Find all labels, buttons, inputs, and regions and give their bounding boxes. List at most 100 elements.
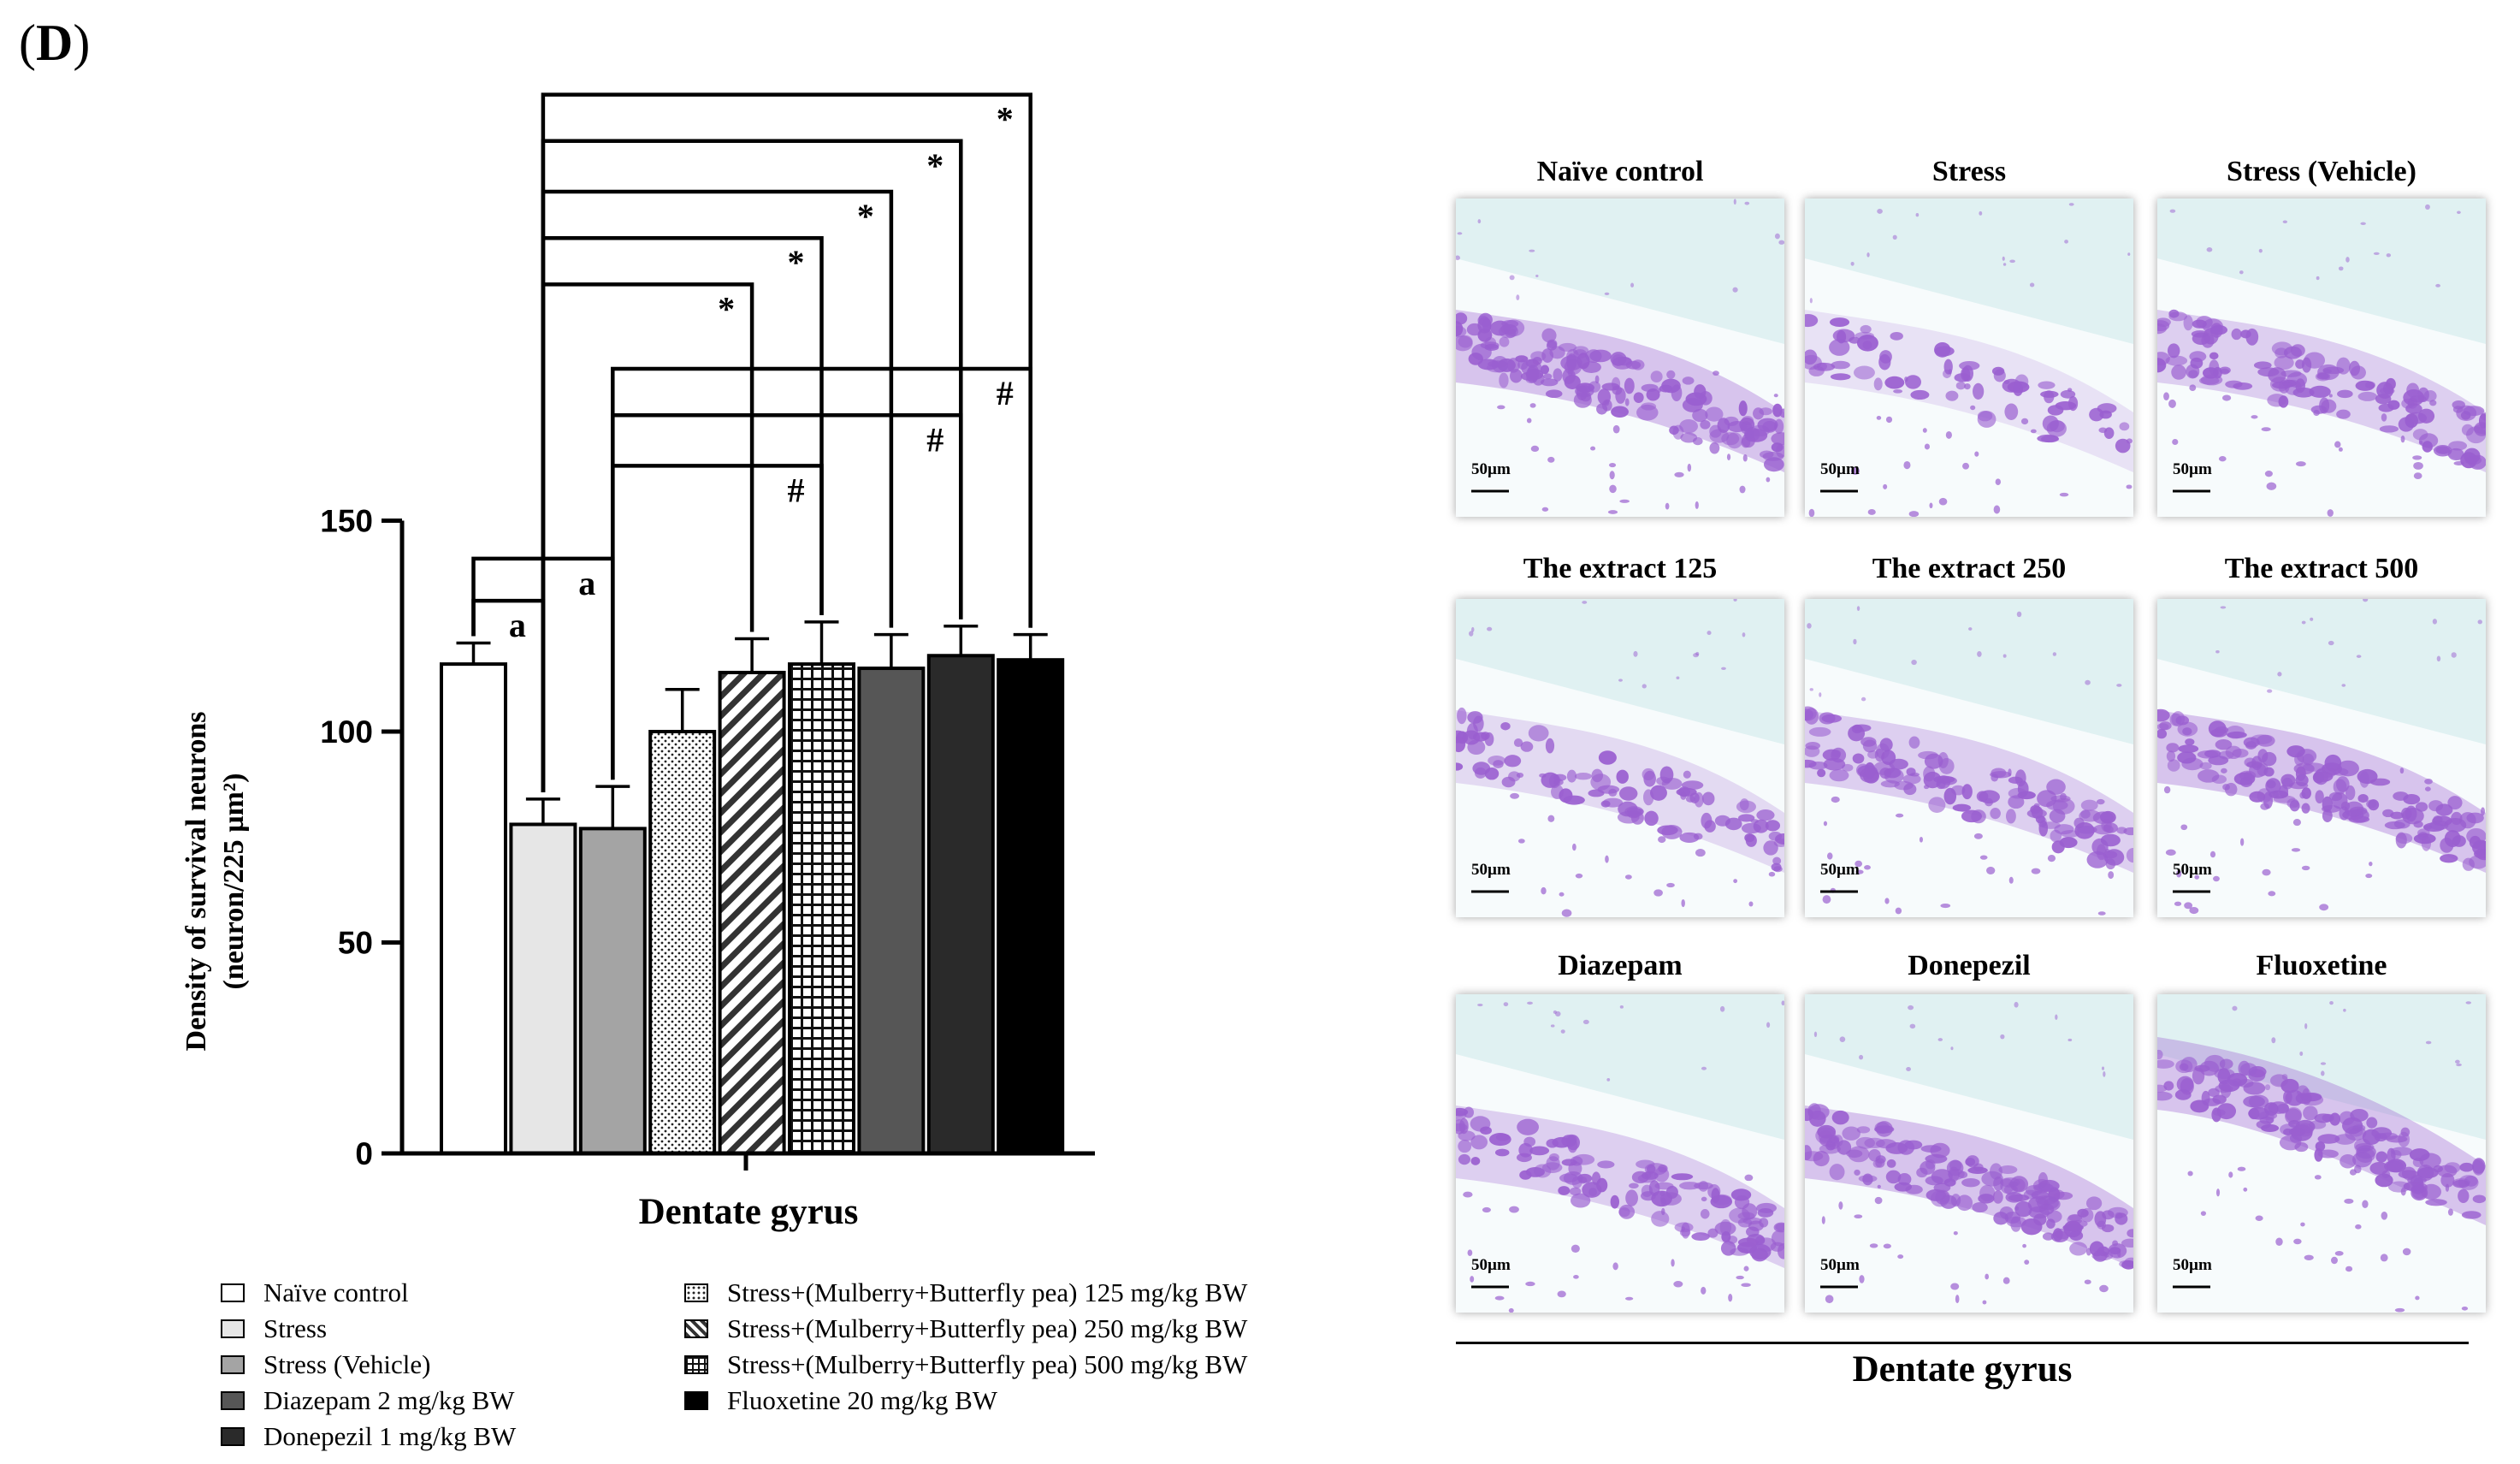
significance-label: # xyxy=(926,420,944,459)
x-axis-label: Dentate gyrus xyxy=(639,1192,859,1232)
bar xyxy=(648,730,717,1155)
bar xyxy=(440,662,507,1155)
significance-label: a xyxy=(578,564,595,602)
axes: 0 50 100 150 xyxy=(320,504,1095,1171)
legend-label: Stress+(Mulberry+Butterfly pea) 125 mg/k… xyxy=(727,1277,1248,1307)
y-axis-label-line1: Density of survival neurons xyxy=(180,711,212,1051)
micrograph-drawing xyxy=(1456,994,1784,1313)
significance-label: * xyxy=(997,100,1014,139)
micrograph-title: The extract 250 xyxy=(1872,553,2067,584)
micrograph-image: 50µm xyxy=(2157,199,2486,517)
legend-item: Naïve control xyxy=(221,1275,516,1311)
panel-letter: D xyxy=(35,15,74,71)
legend-swatch xyxy=(684,1319,708,1338)
micrograph-image: 50µm xyxy=(1456,199,1784,517)
y-tick-label: 0 xyxy=(355,1136,373,1171)
bar-chart: a a # # # * * * * * 0 50 100 150 Dentate gyrus Densi… xyxy=(180,92,1095,1232)
micrograph-panel: Naïve control 50µm Stress 50µm Stress (Vehic… xyxy=(1446,137,2520,1420)
micrograph-drawing xyxy=(1456,599,1784,917)
bar xyxy=(997,658,1065,1155)
legend-label: Diazepam 2 mg/kg BW xyxy=(263,1385,515,1415)
legend-swatch xyxy=(221,1319,245,1338)
micrograph-image: 50µm xyxy=(1805,994,2133,1313)
legend-label: Naïve control xyxy=(263,1277,409,1307)
significance-label: # xyxy=(997,374,1014,412)
y-axis-label-line2: (neuron/225 µm²) xyxy=(218,773,250,990)
y-tick-label: 100 xyxy=(320,714,373,750)
scale-bar-label: 50µm xyxy=(1471,460,1511,478)
panel-label: (D) xyxy=(19,15,91,71)
legend-item: Stress+(Mulberry+Butterfly pea) 250 mg/k… xyxy=(684,1311,1247,1347)
legend-item: Stress (Vehicle) xyxy=(221,1347,516,1383)
y-tick-label: 150 xyxy=(320,504,373,539)
legend-item: Fluoxetine 20 mg/kg BW xyxy=(684,1383,1247,1419)
legend-left: Naïve control Stress Stress (Vehicle) Diaze… xyxy=(221,1275,516,1455)
y-axis-label: Density of survival neurons (neuron/225 … xyxy=(180,711,250,1051)
micrograph-image: 50µm xyxy=(2157,599,2486,917)
significance-label: # xyxy=(788,471,805,509)
legend-item: Stress xyxy=(221,1311,516,1347)
micrograph-title: Donepezil xyxy=(1908,950,2031,981)
legend-label: Stress xyxy=(263,1313,328,1343)
bar xyxy=(857,667,926,1155)
micrograph-title: Fluoxetine xyxy=(2256,950,2387,981)
legend-right: Stress+(Mulberry+Butterfly pea) 125 mg/k… xyxy=(684,1275,1247,1419)
micrograph-drawing xyxy=(2157,994,2486,1313)
scale-bar-label: 50µm xyxy=(2173,460,2212,478)
micrograph-title: The extract 125 xyxy=(1523,553,1718,584)
micrograph-drawing xyxy=(1456,199,1784,517)
micrograph-title: Stress (Vehicle) xyxy=(2227,156,2416,187)
scale-bar-label: 50µm xyxy=(2173,861,2212,879)
micrograph-drawing xyxy=(2157,599,2486,917)
scale-bar-label: 50µm xyxy=(1820,861,1860,879)
legend-item: Diazepam 2 mg/kg BW xyxy=(221,1383,516,1419)
legend-item: Donepezil 1 mg/kg BW xyxy=(221,1419,516,1455)
scale-bar-label: 50µm xyxy=(2173,1256,2212,1274)
legend-label: Stress+(Mulberry+Butterfly pea) 500 mg/k… xyxy=(727,1349,1248,1379)
micrograph-title: Naïve control xyxy=(1536,156,1704,187)
scale-bar-label: 50µm xyxy=(1820,460,1860,478)
micrograph-caption: Dentate gyrus xyxy=(1852,1349,2073,1390)
legend-label: Stress+(Mulberry+Butterfly pea) 250 mg/k… xyxy=(727,1313,1248,1343)
caption-rule xyxy=(1456,1342,2469,1344)
bars xyxy=(440,620,1065,1156)
scale-bar-label: 50µm xyxy=(1820,1256,1860,1274)
legend-swatch xyxy=(684,1283,708,1302)
significance-bracket xyxy=(541,92,1032,792)
legend-label: Donepezil 1 mg/kg BW xyxy=(263,1421,517,1451)
micrograph-title: The extract 500 xyxy=(2224,553,2419,584)
bar xyxy=(926,654,995,1155)
significance-label: * xyxy=(788,243,805,282)
micrograph-image: 50µm xyxy=(1456,994,1784,1313)
micrograph-drawing xyxy=(1805,199,2133,517)
micrograph-image: 50µm xyxy=(1456,599,1784,917)
micrograph-image: 50µm xyxy=(1805,599,2133,917)
micrograph-image: 50µm xyxy=(2157,994,2486,1313)
bar xyxy=(718,670,786,1155)
significance-label: * xyxy=(926,146,944,185)
significance-label: * xyxy=(857,197,874,235)
legend-swatch xyxy=(684,1355,708,1374)
legend-label: Stress (Vehicle) xyxy=(263,1349,431,1379)
legend-item: Stress+(Mulberry+Butterfly pea) 125 mg/k… xyxy=(684,1275,1247,1311)
legend-swatch xyxy=(221,1427,245,1446)
bar xyxy=(509,822,577,1156)
legend-item: Stress+(Mulberry+Butterfly pea) 500 mg/k… xyxy=(684,1347,1247,1383)
micrograph-drawing xyxy=(1805,994,2133,1313)
micrograph-title: Stress xyxy=(1931,156,2007,187)
legend-swatch xyxy=(221,1355,245,1374)
bar xyxy=(578,827,647,1155)
legend-swatch xyxy=(684,1391,708,1410)
legend-swatch xyxy=(221,1391,245,1410)
micrograph-drawing xyxy=(2157,199,2486,517)
scale-bar-label: 50µm xyxy=(1471,861,1511,879)
significance-label: a xyxy=(509,606,526,644)
micrograph-image: 50µm xyxy=(1805,199,2133,517)
legend-swatch xyxy=(221,1283,245,1302)
significance-label: * xyxy=(718,289,735,328)
micrograph-title: Diazepam xyxy=(1558,950,1683,981)
y-tick-label: 50 xyxy=(338,926,373,961)
bar xyxy=(788,662,855,1155)
significance-brackets: a a # # # * * * * * xyxy=(471,92,1032,792)
legend-label: Fluoxetine 20 mg/kg BW xyxy=(727,1385,998,1415)
